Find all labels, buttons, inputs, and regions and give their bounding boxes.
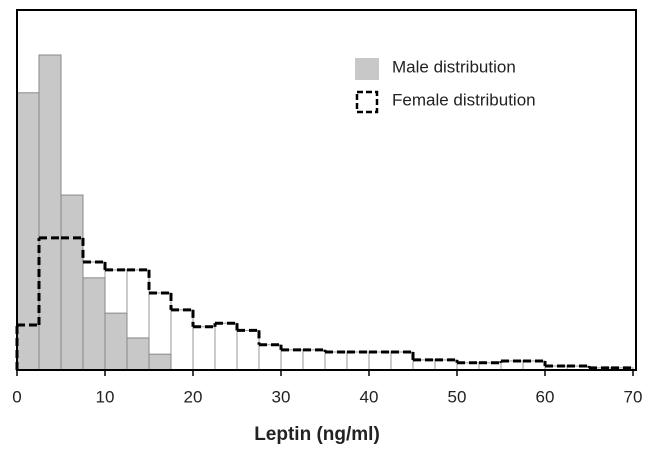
male-bar bbox=[82, 277, 106, 371]
female-bar bbox=[324, 351, 348, 371]
female-bar bbox=[280, 349, 304, 371]
male-bar bbox=[38, 54, 62, 371]
male-bar bbox=[126, 337, 150, 371]
female-bar bbox=[192, 326, 216, 371]
legend-swatch bbox=[355, 90, 379, 114]
female-bar bbox=[170, 309, 194, 371]
x-axis-label: Leptin (ng/ml) bbox=[254, 424, 380, 445]
male-bar bbox=[16, 92, 40, 371]
female-bar bbox=[236, 329, 260, 371]
x-tick-label: 0 bbox=[12, 387, 21, 406]
legend-swatch bbox=[355, 58, 379, 80]
x-tick-label: 30 bbox=[272, 387, 291, 406]
female-bar bbox=[390, 351, 414, 371]
female-bar bbox=[302, 349, 326, 371]
male-bar bbox=[60, 194, 84, 371]
x-tick-label: 10 bbox=[96, 387, 115, 406]
plot-frame bbox=[16, 9, 637, 371]
male-bar bbox=[148, 353, 172, 371]
female-bar bbox=[258, 344, 282, 371]
female-bar bbox=[412, 359, 436, 371]
x-tick-label: 40 bbox=[360, 387, 379, 406]
x-tick-label: 20 bbox=[184, 387, 203, 406]
x-tick-label: 60 bbox=[536, 387, 555, 406]
legend-label: Female distribution bbox=[392, 90, 536, 109]
x-tick-label: 50 bbox=[448, 387, 467, 406]
female-bar bbox=[346, 351, 370, 371]
male-bar bbox=[104, 312, 128, 371]
female-bar bbox=[214, 322, 238, 371]
female-bar bbox=[368, 351, 392, 371]
x-tick-label: 70 bbox=[624, 387, 643, 406]
female-bar bbox=[434, 359, 458, 371]
legend-label: Male distribution bbox=[392, 57, 516, 76]
